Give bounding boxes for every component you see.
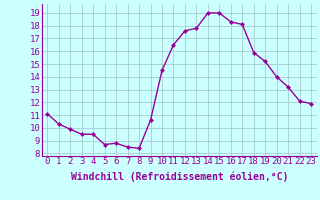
X-axis label: Windchill (Refroidissement éolien,°C): Windchill (Refroidissement éolien,°C)	[70, 172, 288, 182]
